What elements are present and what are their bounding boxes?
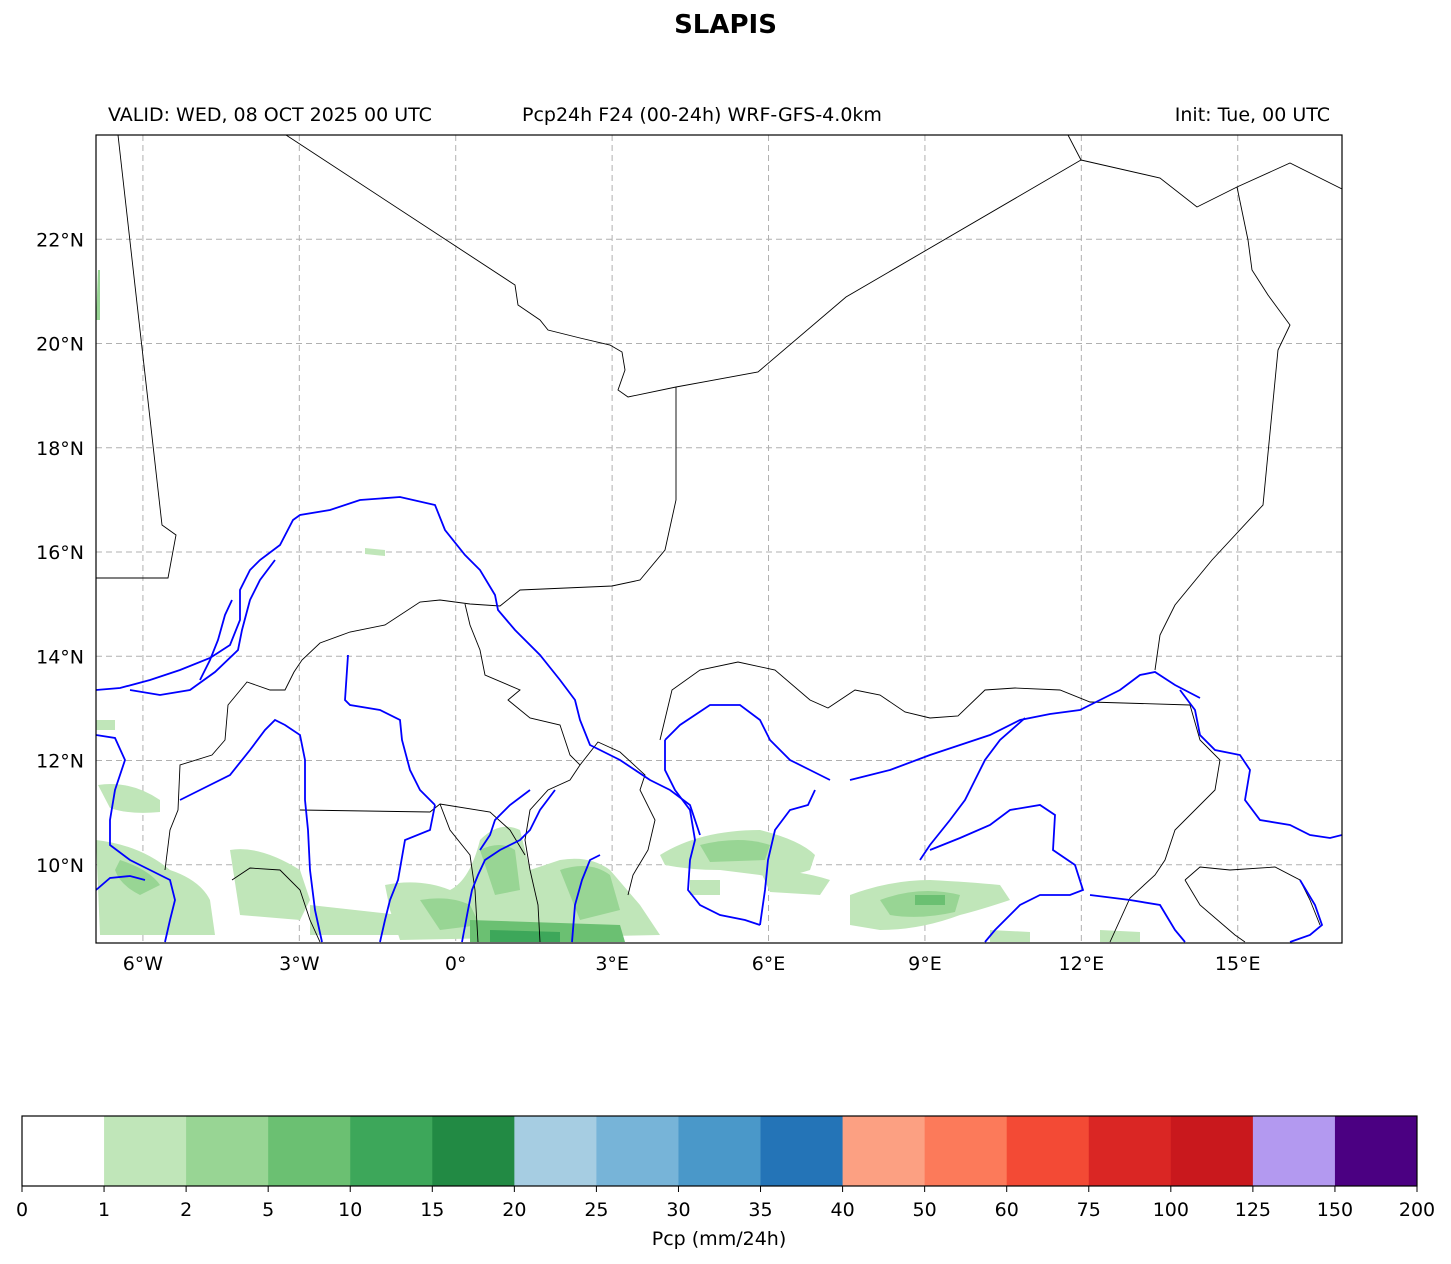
- colorbar-tick-label: 40: [830, 1199, 854, 1221]
- lat-tick-label: 14°N: [36, 646, 84, 668]
- country-borders: [96, 135, 1342, 943]
- lon-tick-label: 6°W: [123, 953, 164, 975]
- colorbar-swatch: [268, 1116, 351, 1186]
- chart-title: SLAPIS: [674, 10, 777, 40]
- lat-tick-label: 10°N: [36, 855, 84, 877]
- lon-tick-label: 9°E: [908, 953, 942, 975]
- colorbar-tick-label: 60: [995, 1199, 1019, 1221]
- precip-areas: [96, 270, 1140, 942]
- lon-tick-label: 6°E: [752, 953, 786, 975]
- colorbar-tick-label: 20: [502, 1199, 526, 1221]
- colorbar-tick-label: 75: [1077, 1199, 1101, 1221]
- colorbar-tick-label: 0: [16, 1199, 28, 1221]
- colorbar-tick-label: 5: [262, 1199, 274, 1221]
- valid-time-label: VALID: WED, 08 OCT 2025 00 UTC: [108, 104, 432, 126]
- colorbar-swatch: [678, 1116, 762, 1186]
- colorbar-tick-label: 1: [98, 1199, 110, 1221]
- colorbar-swatch: [1334, 1116, 1418, 1186]
- colorbar-swatch: [924, 1116, 1008, 1186]
- product-label: Pcp24h F24 (00-24h) WRF-GFS-4.0km: [522, 104, 882, 126]
- lat-tick-label: 12°N: [36, 751, 84, 773]
- init-time-label: Init: Tue, 00 UTC: [1174, 104, 1330, 126]
- colorbar-tick-label: 150: [1317, 1199, 1353, 1221]
- colorbar-tick-label: 2: [180, 1199, 192, 1221]
- lat-tick-label: 18°N: [36, 438, 84, 460]
- colorbar-tick-label: 30: [666, 1199, 690, 1221]
- colorbar-tick-label: 100: [1153, 1199, 1189, 1221]
- colorbar-tick-label: 25: [584, 1199, 608, 1221]
- lat-tick-label: 22°N: [36, 229, 84, 251]
- colorbar-frame: [21, 1115, 1418, 1187]
- colorbar-swatch: [1088, 1116, 1172, 1186]
- colorbar-tick-label: 15: [420, 1199, 444, 1221]
- colorbar-swatch: [432, 1116, 515, 1186]
- axis-tick-labels: 22°N 20°N 18°N 16°N 14°N 12°N 10°N 6°W 3°W 0° 3°E 6…: [36, 229, 1260, 975]
- lon-tick-label: 0°: [445, 953, 467, 975]
- colorbar-swatch: [596, 1116, 679, 1186]
- colorbar-swatch: [350, 1116, 433, 1186]
- colorbar-tick-label: 50: [913, 1199, 937, 1221]
- colorbar-swatch: [514, 1116, 597, 1186]
- colorbar-swatch: [1006, 1116, 1090, 1186]
- colorbar-swatch: [842, 1116, 926, 1186]
- colorbar-swatch: [1170, 1116, 1254, 1186]
- colorbar-swatch: [186, 1116, 269, 1186]
- lon-tick-label: 12°E: [1058, 953, 1104, 975]
- rivers: [96, 496, 1342, 943]
- colorbar-tick-label: 35: [748, 1199, 772, 1221]
- colorbar-tick-label: 10: [338, 1199, 362, 1221]
- map-frame: [95, 134, 1343, 944]
- colorbar-swatch: [760, 1116, 844, 1186]
- lat-tick-label: 16°N: [36, 542, 84, 564]
- colorbar: 0 1 2 5 10 15 20 25 30 35 40 50 60 75 100 125 150 200: [16, 1115, 1435, 1221]
- colorbar-swatch: [104, 1116, 187, 1186]
- lon-tick-label: 3°W: [279, 953, 320, 975]
- colorbar-swatch: [22, 1116, 105, 1186]
- lon-tick-label: 3°E: [595, 953, 629, 975]
- colorbar-label: Pcp (mm/24h): [651, 1228, 787, 1250]
- colorbar-swatch: [1252, 1116, 1336, 1186]
- colorbar-tick-label: 200: [1399, 1199, 1435, 1221]
- lon-tick-label: 15°E: [1215, 953, 1261, 975]
- lat-tick-label: 20°N: [36, 334, 84, 356]
- colorbar-tick-label: 125: [1235, 1199, 1271, 1221]
